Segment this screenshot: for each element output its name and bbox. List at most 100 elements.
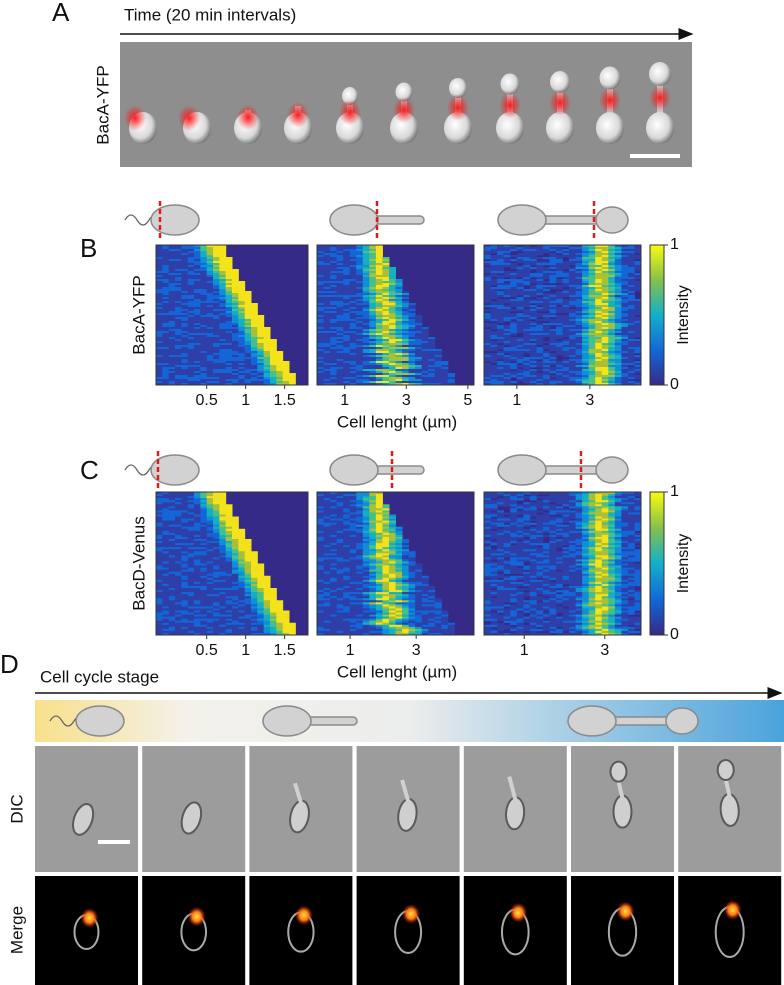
heatmap-cell bbox=[621, 289, 628, 291]
heatmap-cell bbox=[200, 339, 207, 341]
heatmap-cell bbox=[356, 311, 363, 313]
heatmap-cell bbox=[510, 363, 517, 365]
heatmap-cell bbox=[181, 594, 188, 596]
heatmap-cell bbox=[162, 594, 169, 596]
heatmap-cell bbox=[238, 533, 245, 535]
heatmap-cell bbox=[181, 253, 188, 255]
heatmap-cell bbox=[602, 267, 609, 269]
heatmap-cell bbox=[409, 337, 416, 339]
heatmap-cell bbox=[523, 371, 530, 373]
heatmap-cell bbox=[415, 339, 422, 341]
heatmap-cell bbox=[181, 291, 188, 293]
heatmap-cell bbox=[356, 367, 363, 369]
heatmap-cell bbox=[188, 327, 195, 329]
heatmap-cell bbox=[175, 257, 182, 259]
heatmap-cell bbox=[402, 341, 409, 343]
heatmap-cell bbox=[324, 365, 331, 367]
heatmap-cell bbox=[510, 321, 517, 323]
heatmap-cell bbox=[238, 582, 245, 584]
heatmap-cell bbox=[194, 564, 201, 566]
heatmap-cell bbox=[219, 494, 226, 496]
heatmap-cell bbox=[634, 319, 641, 321]
heatmap-cell bbox=[264, 371, 271, 373]
heatmap-cell bbox=[569, 299, 576, 301]
heatmap-cell bbox=[448, 375, 455, 377]
heatmap-cell bbox=[200, 369, 207, 371]
heatmap-cell bbox=[238, 602, 245, 604]
heatmap-cell bbox=[245, 602, 252, 604]
heatmap-cell bbox=[200, 598, 207, 600]
heatmap-cell bbox=[162, 275, 169, 277]
heatmap-cell bbox=[324, 253, 331, 255]
heatmap-cell bbox=[350, 377, 357, 379]
fluorescence bbox=[188, 907, 206, 927]
heatmap-cell bbox=[207, 329, 214, 331]
heatmap-cell bbox=[175, 265, 182, 267]
heatmap-cell bbox=[376, 287, 383, 289]
heatmap-cell bbox=[350, 277, 357, 279]
heatmap-cell bbox=[484, 349, 491, 351]
heatmap-cell bbox=[257, 594, 264, 596]
heatmap-cell bbox=[376, 363, 383, 365]
heatmap-cell bbox=[194, 596, 201, 598]
heatmap-cell bbox=[595, 295, 602, 297]
heatmap-cell bbox=[556, 311, 563, 313]
heatmap-cell bbox=[402, 315, 409, 317]
heatmap-cell bbox=[589, 373, 596, 375]
heatmap-cell bbox=[484, 335, 491, 337]
heatmap-cell bbox=[324, 255, 331, 257]
heatmap-cell bbox=[226, 557, 233, 559]
heatmap-cell bbox=[595, 331, 602, 333]
heatmap-cell bbox=[634, 321, 641, 323]
heatmap-cell bbox=[530, 335, 537, 337]
heatmap-cell bbox=[207, 259, 214, 261]
heatmap-cell bbox=[175, 557, 182, 559]
heatmap-cell bbox=[194, 529, 201, 531]
heatmap-cell bbox=[156, 547, 163, 549]
heatmap-cell bbox=[517, 379, 524, 381]
heatmap-cell bbox=[175, 363, 182, 365]
heatmap-cell bbox=[634, 351, 641, 353]
heatmap-cell bbox=[169, 517, 176, 519]
heatmap-cell bbox=[245, 592, 252, 594]
heatmap-cell bbox=[556, 295, 563, 297]
heatmap-cell bbox=[576, 321, 583, 323]
cell-body bbox=[330, 205, 378, 235]
heatmap-cell bbox=[188, 529, 195, 531]
heatmap-cell bbox=[602, 289, 609, 291]
heatmap-cell bbox=[337, 353, 344, 355]
heatmap-cell bbox=[251, 582, 258, 584]
heatmap-cell bbox=[245, 375, 252, 377]
heatmap-cell bbox=[181, 333, 188, 335]
heatmap-cell bbox=[156, 508, 163, 510]
heatmap-cell bbox=[549, 253, 556, 255]
heatmap-cell bbox=[582, 331, 589, 333]
heatmap-cell bbox=[409, 363, 416, 365]
heatmap-cell bbox=[245, 594, 252, 596]
heatmap-cell bbox=[194, 331, 201, 333]
heatmap-cell bbox=[621, 323, 628, 325]
heatmap-cell bbox=[317, 251, 324, 253]
heatmap-cell bbox=[162, 512, 169, 514]
heatmap-cell bbox=[162, 259, 169, 261]
heatmap-cell bbox=[213, 313, 220, 315]
heatmap-cell bbox=[350, 329, 357, 331]
arrow-label: Cell cycle stage bbox=[40, 667, 159, 686]
heatmap-cell bbox=[602, 377, 609, 379]
heatmap-cell bbox=[162, 267, 169, 269]
heatmap-cell bbox=[369, 325, 376, 327]
heatmap-cell bbox=[188, 329, 195, 331]
heatmap-cell bbox=[200, 295, 207, 297]
heatmap-cell bbox=[376, 349, 383, 351]
heatmap-cell bbox=[226, 363, 233, 365]
heatmap-cell bbox=[402, 339, 409, 341]
heatmap-cell bbox=[207, 297, 214, 299]
heatmap-cell bbox=[207, 277, 214, 279]
heatmap-cell bbox=[376, 341, 383, 343]
heatmap-cell bbox=[337, 347, 344, 349]
heatmap-cell bbox=[396, 379, 403, 381]
heatmap-cell bbox=[219, 307, 226, 309]
heatmap-cell bbox=[194, 510, 201, 512]
heatmap-cell bbox=[517, 373, 524, 375]
heatmap-cell bbox=[194, 600, 201, 602]
